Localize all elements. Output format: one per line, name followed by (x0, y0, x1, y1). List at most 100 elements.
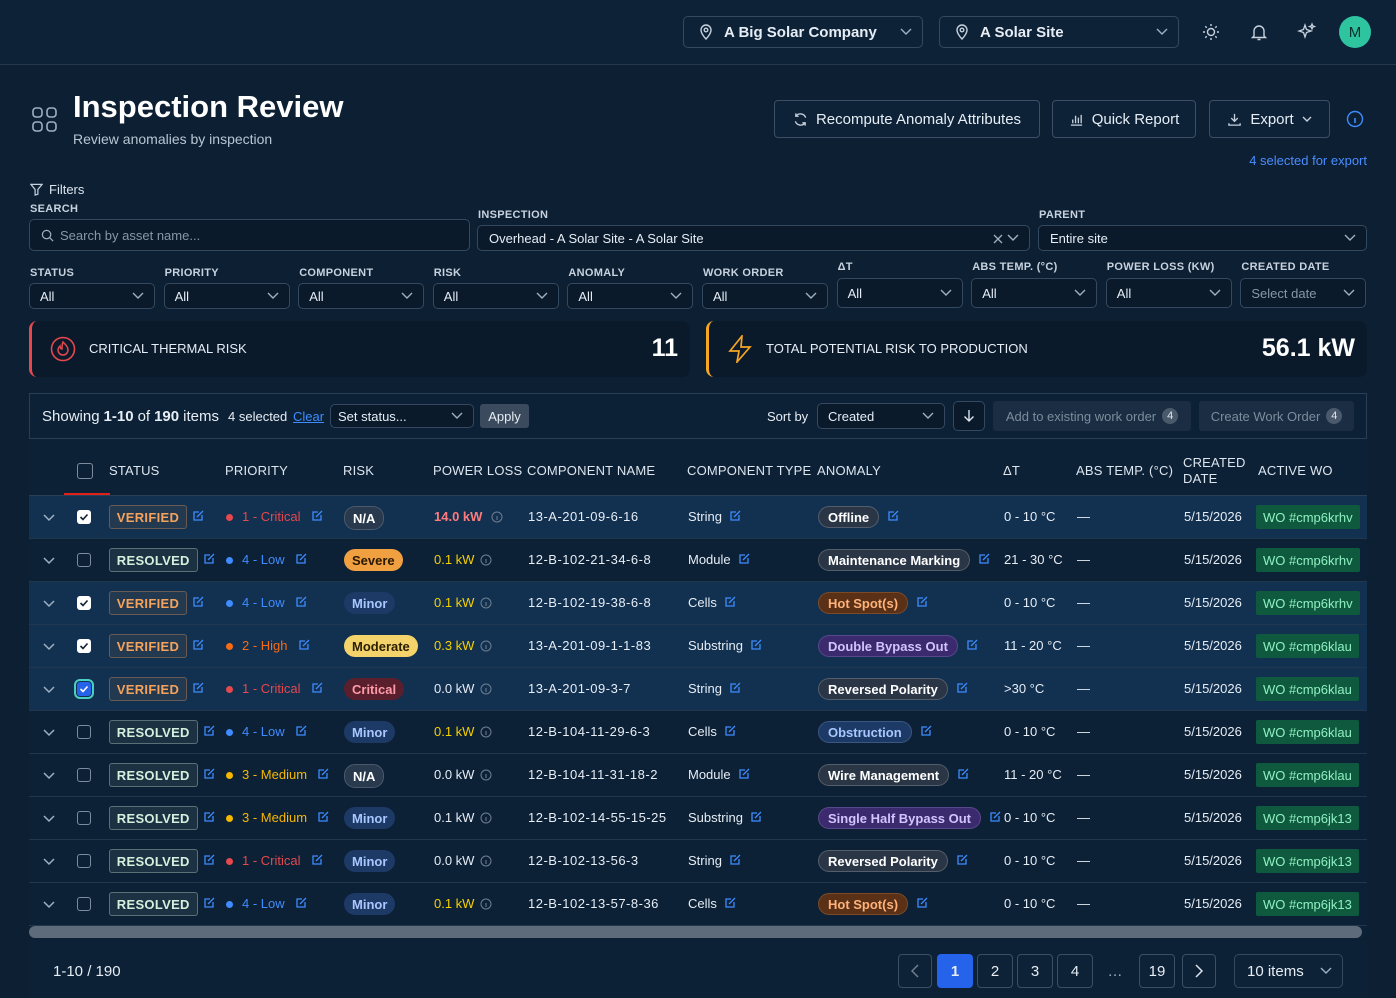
edit-icon (203, 811, 215, 822)
company-select[interactable]: A Big Solar Company (683, 16, 923, 48)
work-order-badge[interactable]: WO #cmp6krhv (1256, 548, 1360, 572)
risk-badge: N/A (344, 506, 385, 530)
row-checkbox[interactable] (77, 768, 91, 782)
delta-t: 0 - 10 °C (1004, 810, 1056, 825)
select-value: All (1116, 285, 1132, 301)
edit-icon (751, 639, 762, 650)
edit-icon (738, 553, 750, 564)
filter-select[interactable]: All (163, 283, 290, 309)
filter-select[interactable]: All (1105, 278, 1232, 308)
page-subtitle: Review anomalies by inspection (73, 131, 273, 147)
prev-page[interactable] (898, 954, 932, 988)
component-type: Substring (688, 638, 743, 653)
work-order-badge[interactable]: WO #cmp6krhv (1256, 505, 1360, 529)
recompute-button[interactable]: Recompute Anomaly Attributes (774, 100, 1040, 138)
edit-icon (957, 682, 968, 693)
create-wo-button[interactable]: Create Work Order 4 (1199, 401, 1354, 431)
work-order-badge[interactable]: WO #cmp6klau (1256, 720, 1359, 744)
clear-icon[interactable] (993, 234, 1003, 244)
add-existing-button[interactable]: Add to existing work order 4 (993, 401, 1191, 431)
work-order-badge[interactable]: WO #cmp6klau (1256, 763, 1359, 787)
component-type: String (688, 681, 722, 696)
ai-icon[interactable] (1297, 22, 1317, 42)
edit-icon (203, 553, 215, 564)
page-button[interactable]: 19 (1139, 954, 1175, 988)
filter-select[interactable]: Select date (1240, 278, 1367, 308)
page-button[interactable]: 3 (1017, 954, 1053, 988)
chevron (536, 292, 548, 299)
header-checkbox[interactable] (77, 463, 93, 479)
row-checkbox[interactable] (77, 725, 91, 739)
row-checkbox[interactable] (77, 510, 91, 524)
table-row (29, 625, 1367, 668)
info-icon (480, 812, 492, 824)
column-header: COMPONENT NAME (527, 463, 656, 478)
status-select[interactable]: Set status... (330, 404, 474, 428)
delta-t: 0 - 10 °C (1004, 853, 1056, 868)
next-page[interactable] (1182, 954, 1216, 988)
component-type: Module (688, 552, 731, 567)
work-order-badge[interactable]: WO #cmp6jk13 (1256, 806, 1359, 830)
filter-select[interactable]: All (29, 283, 155, 309)
parent-select[interactable]: Entire site (1038, 225, 1367, 251)
anomaly-badge: Maintenance Marking (818, 549, 971, 571)
download-icon (1228, 113, 1242, 126)
edit-icon (730, 510, 741, 521)
apply-button[interactable]: Apply (480, 404, 529, 428)
theme-icon[interactable] (1202, 23, 1220, 41)
export-button[interactable]: Export (1209, 100, 1330, 138)
page-icon (32, 107, 57, 132)
edit-icon (295, 596, 307, 607)
row-checkbox[interactable] (77, 596, 91, 610)
info-icon[interactable] (1346, 110, 1364, 128)
avatar[interactable]: M (1339, 16, 1371, 48)
edit-icon (751, 811, 762, 822)
kpi-card: CRITICAL THERMAL RISK 11 (29, 321, 690, 377)
created: 5/15/2026 (1184, 552, 1242, 567)
row-checkbox[interactable] (77, 897, 91, 911)
status-badge: RESOLVED (109, 806, 198, 830)
quick-report-button[interactable]: Quick Report (1052, 100, 1196, 138)
filter-select[interactable]: All (298, 283, 425, 309)
table-row (29, 797, 1367, 840)
site-select[interactable]: A Solar Site (939, 16, 1179, 48)
edit-icon (967, 639, 978, 650)
component-name: 12-B-102-13-57-8-36 (528, 896, 659, 911)
page-button[interactable]: 1 (937, 954, 973, 988)
work-order-badge[interactable]: WO #cmp6jk13 (1256, 892, 1359, 916)
work-order-badge[interactable]: WO #cmp6jk13 (1256, 849, 1359, 873)
clear-link[interactable]: Clear (293, 409, 325, 424)
row-checkbox[interactable] (77, 811, 91, 825)
row-checkbox[interactable] (77, 854, 91, 868)
bell-icon[interactable] (1250, 23, 1268, 41)
filter-select[interactable]: All (702, 283, 828, 309)
inspection-select[interactable]: Overhead - A Solar Site - A Solar Site (477, 225, 1030, 251)
priority: 3 - Medium (242, 810, 308, 825)
abs-temp: — (1077, 509, 1090, 524)
filter-select[interactable]: All (836, 278, 963, 308)
priority-dot (226, 901, 233, 908)
created: 5/15/2026 (1184, 595, 1242, 610)
kpi-card: TOTAL POTENTIAL RISK TO PRODUCTION 56.1 k… (706, 321, 1367, 377)
component-name: 12-B-104-11-29-6-3 (528, 724, 651, 739)
row-checkbox[interactable] (74, 679, 94, 699)
sort-select[interactable]: Created (817, 403, 945, 429)
search-input[interactable]: Search by asset name... (29, 219, 470, 251)
filter-select[interactable]: All (432, 283, 559, 309)
sort-direction[interactable] (953, 401, 985, 431)
row-checkbox[interactable] (77, 639, 91, 653)
edit-icon (298, 639, 309, 650)
priority: 1 - Critical (242, 853, 301, 868)
page-button[interactable]: 4 (1057, 954, 1093, 988)
kpi-value: 56.1 kW (1261, 334, 1355, 362)
filter-select[interactable]: All (567, 283, 694, 309)
filter-select[interactable]: All (971, 278, 1098, 308)
chevron (1302, 116, 1312, 122)
chart-icon (1070, 114, 1082, 126)
work-order-badge[interactable]: WO #cmp6klau (1256, 677, 1359, 701)
per-page-select[interactable]: 10 items (1234, 954, 1343, 988)
page-button[interactable]: 2 (977, 954, 1013, 988)
row-checkbox[interactable] (77, 553, 91, 567)
work-order-badge[interactable]: WO #cmp6klau (1256, 634, 1359, 658)
work-order-badge[interactable]: WO #cmp6krhv (1256, 591, 1360, 615)
